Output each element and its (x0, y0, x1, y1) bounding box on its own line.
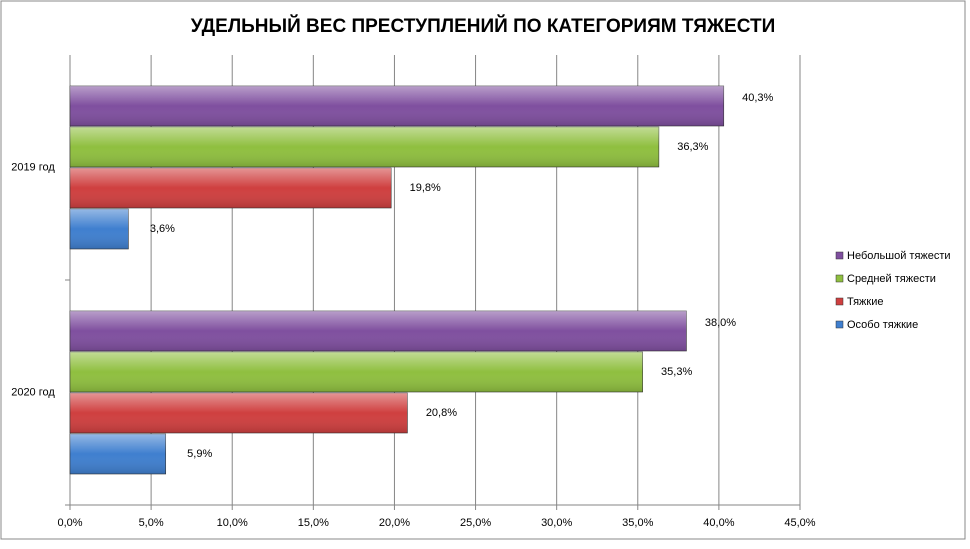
data-label: 36,3% (677, 141, 708, 153)
x-tick-label: 20,0% (379, 517, 410, 529)
x-tick-label: 30,0% (541, 517, 572, 529)
x-tick-label: 40,0% (703, 517, 734, 529)
bar-shine (70, 352, 643, 392)
legend-swatch (835, 297, 844, 306)
chart-title: УДЕЛЬНЫЙ ВЕС ПРЕСТУПЛЕНИЙ ПО КАТЕГОРИЯМ … (191, 15, 775, 37)
y-tick-label: 2019 год (11, 161, 55, 173)
x-tick-label: 25,0% (460, 517, 491, 529)
bar-shine (70, 434, 166, 474)
legend-label: Тяжкие (847, 296, 884, 308)
x-tick-label: 0,0% (57, 517, 82, 529)
data-label: 40,3% (742, 92, 773, 104)
legend-label: Особо тяжкие (847, 319, 918, 331)
legend-swatch (835, 320, 844, 329)
data-label: 5,9% (187, 448, 212, 460)
bar-shine (70, 127, 659, 167)
bar-shine (70, 393, 408, 433)
bar-shine (70, 209, 129, 249)
bar-shine (70, 311, 687, 351)
bar-shine (70, 86, 724, 126)
x-tick-label: 15,0% (298, 517, 329, 529)
bar-shine (70, 168, 392, 208)
legend-swatch (835, 251, 844, 260)
legend-label: Средней тяжести (847, 273, 936, 285)
data-label: 35,3% (661, 366, 692, 378)
data-label: 38,0% (705, 317, 736, 329)
x-tick-label: 45,0% (784, 517, 815, 529)
data-label: 20,8% (426, 407, 457, 419)
x-tick-label: 5,0% (139, 517, 164, 529)
legend-swatch (835, 274, 844, 283)
data-label: 3,6% (150, 223, 175, 235)
y-tick-label: 2020 год (11, 386, 55, 398)
x-tick-label: 10,0% (217, 517, 248, 529)
legend-label: Небольшой тяжести (847, 250, 951, 262)
x-tick-label: 35,0% (622, 517, 653, 529)
data-label: 19,8% (410, 182, 441, 194)
